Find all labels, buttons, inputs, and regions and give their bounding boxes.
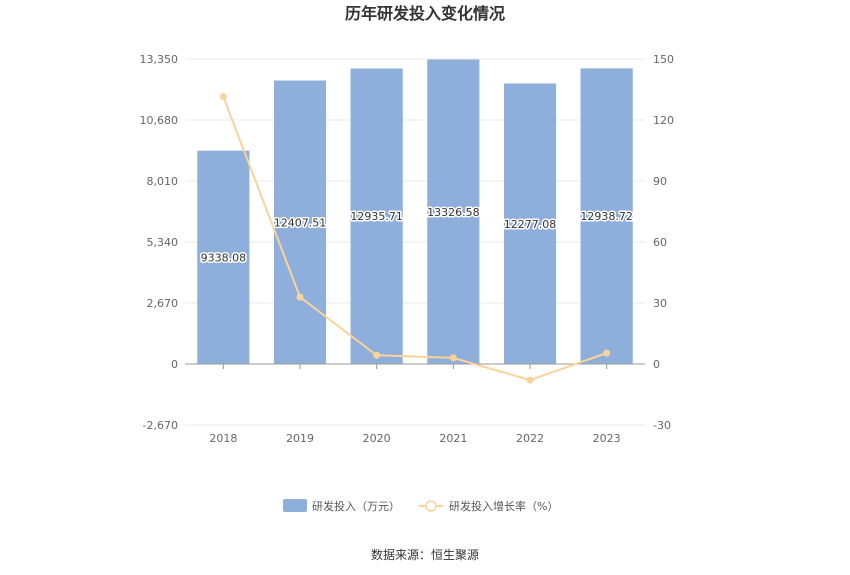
bar-value-label: 12407.51	[274, 216, 327, 229]
left-axis-tick-label: -2,670	[143, 419, 178, 432]
bar	[197, 150, 250, 364]
right-axis-tick-label: 90	[653, 175, 667, 188]
legend-marker-line	[425, 500, 437, 512]
bar-value-label: 9338.08	[201, 251, 247, 264]
bar-data-labels: 9338.08 12407.51 12935.71 13326.58 12277.08 1…	[199, 204, 634, 266]
left-axis-tick-label: 13,350	[140, 53, 179, 66]
bar	[580, 68, 633, 364]
right-axis-tick-label: 30	[653, 297, 667, 310]
x-axis-ticks: 2018 2019 2020 2021 2022 2023	[209, 364, 621, 445]
growth-point	[373, 351, 381, 359]
source-note: 数据来源：恒生聚源	[371, 547, 479, 562]
growth-point	[526, 376, 534, 384]
bar	[350, 68, 403, 364]
legend-item-line[interactable]: 研发投入增长率（%）	[419, 499, 558, 513]
grid-lines	[185, 58, 645, 426]
left-axis-tick-label: 0	[171, 358, 178, 371]
left-axis-tick-label: 5,340	[147, 236, 179, 249]
right-axis-tick-label: 120	[653, 114, 674, 127]
bar	[503, 83, 557, 365]
bar-series	[197, 59, 633, 365]
right-axis-tick-label: 60	[653, 236, 667, 249]
growth-line-series	[219, 93, 611, 384]
x-axis-tick-label: 2021	[439, 432, 467, 445]
x-axis-tick-label: 2018	[209, 432, 237, 445]
growth-point	[603, 349, 611, 357]
legend-swatch-bar	[283, 499, 307, 512]
bar	[427, 59, 480, 364]
growth-point	[219, 93, 227, 101]
left-axis-tick-label: 2,670	[147, 297, 179, 310]
chart-title: 历年研发投入变化情况	[345, 4, 505, 23]
growth-point	[449, 354, 457, 362]
legend-item-bar[interactable]: 研发投入（万元）	[283, 499, 400, 513]
legend-label-bar: 研发投入（万元）	[312, 499, 400, 513]
right-axis-tick-label: -30	[653, 419, 671, 432]
growth-point	[296, 293, 304, 301]
bar-value-label: 12935.71	[350, 210, 403, 223]
right-axis-tick-label: 0	[653, 358, 660, 371]
legend-label-line: 研发投入增长率（%）	[449, 499, 558, 513]
right-axis-tick-label: 150	[653, 53, 674, 66]
left-axis-tick-label: 8,010	[147, 175, 179, 188]
bar-value-label: 13326.58	[427, 206, 480, 219]
growth-line	[222, 96, 607, 382]
bar-value-label: 12938.72	[580, 210, 633, 223]
left-axis-ticks: -2,670 0 2,670 5,340 8,010 10,680 13,350	[140, 53, 179, 432]
x-axis-tick-label: 2022	[516, 432, 544, 445]
x-axis-tick-label: 2020	[363, 432, 391, 445]
legend: 研发投入（万元） 研发投入增长率（%）	[283, 499, 558, 513]
left-axis-tick-label: 10,680	[140, 114, 179, 127]
bar	[273, 80, 327, 365]
x-axis-tick-label: 2023	[593, 432, 621, 445]
x-axis-tick-label: 2019	[286, 432, 314, 445]
bar-value-label: 12277.08	[504, 218, 557, 231]
right-axis-ticks: -30 0 30 60 90 120 150	[653, 53, 674, 432]
